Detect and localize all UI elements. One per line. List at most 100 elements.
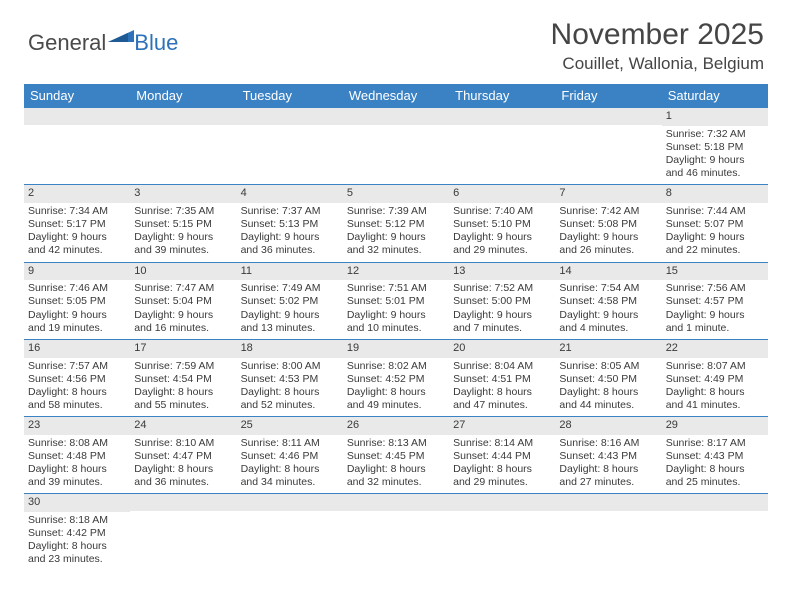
cell-body: Sunrise: 7:47 AMSunset: 5:04 PMDaylight:…	[130, 280, 236, 339]
sunset-text: Sunset: 4:57 PM	[666, 295, 764, 308]
calendar-cell: 1Sunrise: 7:32 AMSunset: 5:18 PMDaylight…	[662, 108, 768, 184]
daylight-text: Daylight: 8 hours	[134, 463, 232, 476]
daylight-text: Daylight: 8 hours	[28, 386, 126, 399]
header: General Blue November 2025 Couillet, Wal…	[0, 0, 792, 78]
cell-body: Sunrise: 8:11 AMSunset: 4:46 PMDaylight:…	[237, 435, 343, 494]
sunset-text: Sunset: 5:07 PM	[666, 218, 764, 231]
calendar-cell-empty	[449, 108, 555, 184]
sunset-text: Sunset: 4:44 PM	[453, 450, 551, 463]
daylight-text: Daylight: 9 hours	[453, 309, 551, 322]
day-number: 13	[449, 263, 555, 281]
cell-body: Sunrise: 7:37 AMSunset: 5:13 PMDaylight:…	[237, 203, 343, 262]
sunrise-text: Sunrise: 8:10 AM	[134, 437, 232, 450]
sunset-text: Sunset: 4:49 PM	[666, 373, 764, 386]
calendar-cell: 28Sunrise: 8:16 AMSunset: 4:43 PMDayligh…	[555, 417, 661, 493]
day-number	[449, 108, 555, 125]
day-number: 29	[662, 417, 768, 435]
cell-body: Sunrise: 8:05 AMSunset: 4:50 PMDaylight:…	[555, 358, 661, 417]
cell-body: Sunrise: 7:52 AMSunset: 5:00 PMDaylight:…	[449, 280, 555, 339]
daylight-text: and 1 minute.	[666, 322, 764, 335]
calendar-cell-empty	[449, 494, 555, 570]
day-number: 30	[24, 494, 130, 512]
daylight-text: Daylight: 8 hours	[241, 463, 339, 476]
daylight-text: Daylight: 8 hours	[241, 386, 339, 399]
calendar-cell-empty	[130, 494, 236, 570]
daylight-text: and 44 minutes.	[559, 399, 657, 412]
sunrise-text: Sunrise: 7:32 AM	[666, 128, 764, 141]
calendar-cell: 11Sunrise: 7:49 AMSunset: 5:02 PMDayligh…	[237, 263, 343, 339]
cell-body: Sunrise: 8:07 AMSunset: 4:49 PMDaylight:…	[662, 358, 768, 417]
day-number: 11	[237, 263, 343, 281]
calendar-cell: 9Sunrise: 7:46 AMSunset: 5:05 PMDaylight…	[24, 263, 130, 339]
day-number	[237, 494, 343, 511]
day-number: 25	[237, 417, 343, 435]
calendar-cell: 18Sunrise: 8:00 AMSunset: 4:53 PMDayligh…	[237, 340, 343, 416]
logo: General Blue	[28, 24, 178, 61]
daylight-text: and 25 minutes.	[666, 476, 764, 489]
day-number: 3	[130, 185, 236, 203]
cell-body: Sunrise: 7:57 AMSunset: 4:56 PMDaylight:…	[24, 358, 130, 417]
daylight-text: Daylight: 9 hours	[241, 231, 339, 244]
sunrise-text: Sunrise: 7:59 AM	[134, 360, 232, 373]
day-number: 5	[343, 185, 449, 203]
day-number: 12	[343, 263, 449, 281]
daylight-text: Daylight: 9 hours	[666, 154, 764, 167]
calendar-cell: 27Sunrise: 8:14 AMSunset: 4:44 PMDayligh…	[449, 417, 555, 493]
sunset-text: Sunset: 5:18 PM	[666, 141, 764, 154]
daylight-text: Daylight: 8 hours	[559, 463, 657, 476]
sunset-text: Sunset: 4:42 PM	[28, 527, 126, 540]
sunrise-text: Sunrise: 7:52 AM	[453, 282, 551, 295]
day-number	[343, 494, 449, 511]
cell-body: Sunrise: 8:02 AMSunset: 4:52 PMDaylight:…	[343, 358, 449, 417]
sunrise-text: Sunrise: 7:51 AM	[347, 282, 445, 295]
sunrise-text: Sunrise: 8:16 AM	[559, 437, 657, 450]
cell-body: Sunrise: 8:16 AMSunset: 4:43 PMDaylight:…	[555, 435, 661, 494]
daylight-text: Daylight: 8 hours	[347, 463, 445, 476]
daylight-text: and 16 minutes.	[134, 322, 232, 335]
day-number	[130, 494, 236, 511]
day-header-row: Sunday Monday Tuesday Wednesday Thursday…	[24, 84, 768, 108]
sunrise-text: Sunrise: 7:54 AM	[559, 282, 657, 295]
day-number	[449, 494, 555, 511]
daylight-text: Daylight: 9 hours	[559, 231, 657, 244]
day-number	[662, 494, 768, 511]
calendar-cell: 26Sunrise: 8:13 AMSunset: 4:45 PMDayligh…	[343, 417, 449, 493]
sunrise-text: Sunrise: 7:49 AM	[241, 282, 339, 295]
week-row: 1Sunrise: 7:32 AMSunset: 5:18 PMDaylight…	[24, 108, 768, 185]
day-header-monday: Monday	[130, 84, 236, 108]
sunset-text: Sunset: 5:00 PM	[453, 295, 551, 308]
day-header-saturday: Saturday	[662, 84, 768, 108]
sunset-text: Sunset: 4:58 PM	[559, 295, 657, 308]
sunset-text: Sunset: 5:13 PM	[241, 218, 339, 231]
daylight-text: Daylight: 8 hours	[347, 386, 445, 399]
week-row: 2Sunrise: 7:34 AMSunset: 5:17 PMDaylight…	[24, 185, 768, 262]
calendar-cell: 13Sunrise: 7:52 AMSunset: 5:00 PMDayligh…	[449, 263, 555, 339]
daylight-text: and 19 minutes.	[28, 322, 126, 335]
calendar-cell: 10Sunrise: 7:47 AMSunset: 5:04 PMDayligh…	[130, 263, 236, 339]
sunset-text: Sunset: 5:02 PM	[241, 295, 339, 308]
sunset-text: Sunset: 5:08 PM	[559, 218, 657, 231]
day-number: 9	[24, 263, 130, 281]
daylight-text: Daylight: 8 hours	[559, 386, 657, 399]
cell-body: Sunrise: 7:49 AMSunset: 5:02 PMDaylight:…	[237, 280, 343, 339]
daylight-text: and 26 minutes.	[559, 244, 657, 257]
cell-body: Sunrise: 7:42 AMSunset: 5:08 PMDaylight:…	[555, 203, 661, 262]
daylight-text: and 23 minutes.	[28, 553, 126, 566]
daylight-text: Daylight: 9 hours	[241, 309, 339, 322]
day-header-tuesday: Tuesday	[237, 84, 343, 108]
calendar-cell: 25Sunrise: 8:11 AMSunset: 4:46 PMDayligh…	[237, 417, 343, 493]
calendar-cell-empty	[237, 494, 343, 570]
sunrise-text: Sunrise: 8:17 AM	[666, 437, 764, 450]
page-title: November 2025	[551, 18, 764, 52]
week-row: 30Sunrise: 8:18 AMSunset: 4:42 PMDayligh…	[24, 494, 768, 570]
daylight-text: and 27 minutes.	[559, 476, 657, 489]
daylight-text: and 42 minutes.	[28, 244, 126, 257]
day-number: 28	[555, 417, 661, 435]
cell-body: Sunrise: 8:18 AMSunset: 4:42 PMDaylight:…	[24, 512, 130, 571]
daylight-text: and 36 minutes.	[241, 244, 339, 257]
sunrise-text: Sunrise: 8:14 AM	[453, 437, 551, 450]
calendar-cell: 17Sunrise: 7:59 AMSunset: 4:54 PMDayligh…	[130, 340, 236, 416]
day-number: 19	[343, 340, 449, 358]
daylight-text: and 4 minutes.	[559, 322, 657, 335]
daylight-text: Daylight: 9 hours	[134, 309, 232, 322]
